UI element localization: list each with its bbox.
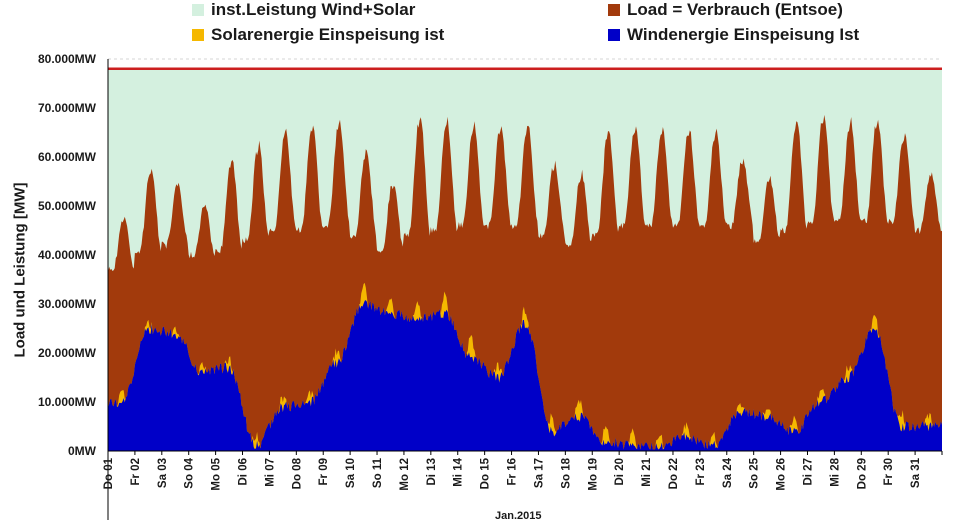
- x-tick-label: Mo 12: [399, 458, 411, 491]
- legend-solar: Solarenergie Einspeisung ist: [192, 25, 444, 45]
- y-tick-label: 40.000MW: [38, 248, 97, 262]
- legend-swatch-load: [608, 4, 620, 16]
- x-tick-label: So 04: [184, 457, 196, 488]
- x-tick-label: Do 15: [480, 457, 492, 489]
- y-axis-title: Load und Leistung [MW]: [5, 170, 35, 370]
- x-tick-label: Fr 02: [130, 458, 142, 486]
- legend-swatch-installed: [192, 4, 204, 16]
- y-tick-label: 0MW: [68, 444, 97, 458]
- x-tick-label: Di 27: [802, 458, 814, 486]
- legend-swatch-wind: [608, 29, 620, 41]
- x-tick-label: So 11: [372, 457, 384, 488]
- y-axis-title-text: Load und Leistung [MW]: [11, 182, 29, 358]
- legend-label-load: Load = Verbrauch (Entsoe): [627, 0, 843, 19]
- legend-label-wind: Windenergie Einspeisung Ist: [627, 25, 860, 44]
- x-tick-label: Mi 21: [641, 457, 653, 486]
- x-tick-label: Fr 30: [883, 458, 895, 486]
- x-tick-label: Do 29: [856, 458, 868, 489]
- y-tick-label: 80.000MW: [38, 52, 97, 66]
- x-tick-label: Mi 14: [453, 457, 465, 486]
- load-series-area: [108, 114, 942, 452]
- y-tick-label: 50.000MW: [38, 199, 97, 213]
- y-tick-labels: 0MW 10.000MW 20.000MW 30.000MW 40.000MW 50.00…: [38, 52, 97, 458]
- x-tick-label: Di 20: [614, 458, 626, 486]
- x-tick-label: Di 06: [238, 458, 250, 486]
- legend-swatch-solar: [192, 29, 204, 41]
- y-tick-label: 20.000MW: [38, 346, 97, 360]
- x-tick-label: Di 13: [426, 458, 438, 486]
- x-tick-label: Do 22: [668, 458, 680, 489]
- x-tick-label: Sa 17: [533, 458, 545, 488]
- x-tick-label: Fr 16: [507, 458, 519, 486]
- legend-load: Load = Verbrauch (Entsoe): [608, 0, 843, 20]
- x-tick-labels: Do 01 Fr 02 Sa 03 So 04 Mo 05 Di 06 Mi 07 Do 08…: [103, 457, 922, 490]
- x-tick-label: Mo 26: [776, 458, 788, 491]
- legend-label-installed: inst.Leistung Wind+Solar: [211, 0, 416, 19]
- x-tick-label: Mi 07: [264, 458, 276, 487]
- y-tick-label: 70.000MW: [38, 101, 97, 115]
- axes: [107, 59, 943, 520]
- x-tick-label: Do 08: [291, 457, 303, 489]
- x-tick-label: Mi 28: [829, 457, 841, 486]
- x-tick-label: Mo 19: [587, 458, 599, 491]
- x-tick-label: Mo 05: [211, 457, 223, 490]
- x-tick-label: Sa 10: [345, 458, 357, 488]
- legend-installed: inst.Leistung Wind+Solar: [192, 0, 415, 20]
- x-tick-label: Do 01: [103, 457, 115, 489]
- y-tick-label: 30.000MW: [38, 297, 97, 311]
- x-tick-label: So 25: [749, 457, 761, 488]
- wind-series-area: [108, 300, 942, 451]
- x-tick-label: So 18: [560, 457, 572, 488]
- x-tick-label: Fr 09: [318, 458, 330, 486]
- y-tick-label: 60.000MW: [38, 150, 97, 164]
- y-tick-label: 10.000MW: [38, 395, 97, 409]
- x-tick-label: Sa 31: [910, 457, 922, 488]
- x-tick-label: Sa 03: [157, 458, 169, 488]
- legend-wind: Windenergie Einspeisung Ist: [608, 25, 859, 45]
- x-tick-label: Fr 23: [695, 458, 707, 486]
- legend-label-solar: Solarenergie Einspeisung ist: [211, 25, 445, 44]
- x-axis-title: Jan.2015: [495, 510, 542, 522]
- x-tick-label: Sa 24: [722, 457, 734, 488]
